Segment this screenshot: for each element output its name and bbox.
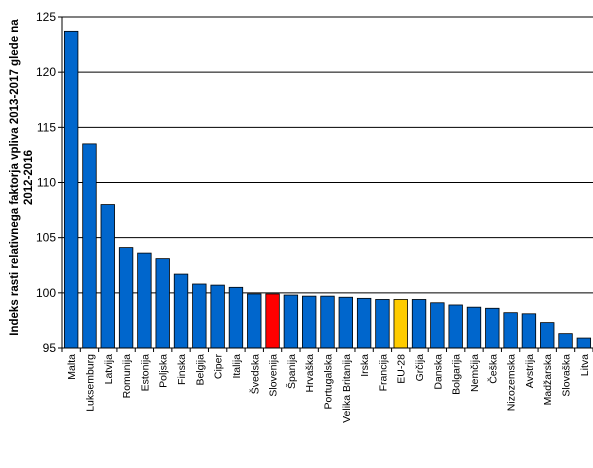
bars [63, 30, 592, 349]
grid-lines [62, 16, 593, 294]
bar-litva [576, 337, 592, 349]
bar-eu-28 [393, 299, 408, 349]
x-tick-label: Danska [432, 354, 444, 390]
x-tick-label: Malta [66, 354, 78, 380]
x-tick-label: Romunija [121, 354, 133, 399]
bar-luksemburg [82, 143, 97, 349]
x-tick-label: Francija [377, 354, 389, 392]
bar-portugalska [320, 295, 335, 349]
x-tick-label: Estonija [139, 354, 151, 392]
y-tick-labels: 95 100 105 110 115 120 125 [36, 10, 56, 355]
x-tick-label: Hrvaška [304, 354, 316, 393]
x-tick-label: Italija [231, 354, 243, 379]
y-tick-label: 95 [43, 341, 57, 355]
x-tick-label: Belgija [194, 354, 206, 386]
bar-finska [173, 273, 189, 349]
bar-ciper [210, 284, 225, 349]
bar-nizozemska [503, 312, 518, 349]
bar-velika-britanija [338, 296, 353, 349]
bar-grčija [411, 299, 427, 349]
bar-bolgarija [448, 304, 463, 349]
bar-španija [283, 294, 299, 349]
bar-madžarska [540, 322, 555, 349]
bar-italija [228, 286, 244, 349]
x-tick-label: Litva [579, 354, 591, 376]
bar-francija [375, 299, 390, 349]
x-tick-label: Finska [176, 354, 188, 385]
y-tick-label: 105 [36, 231, 56, 245]
bar-švedska [247, 293, 262, 349]
y-tick-label: 125 [36, 10, 56, 24]
bar-slovaška [558, 333, 573, 349]
x-tick-label: Švedska [248, 354, 261, 394]
bar-romunija [118, 247, 134, 349]
x-tick-label: Luksemburg [84, 354, 96, 412]
y-tick-label: 100 [36, 286, 56, 300]
bar-danska [430, 302, 445, 349]
x-tick-label: Slovenija [268, 354, 280, 397]
bar-malta [63, 30, 79, 349]
bar-irska [356, 297, 372, 349]
y-tick-label: 120 [36, 65, 56, 79]
x-tick-label: Češka [486, 354, 499, 384]
x-tick-label: Nizozemska [506, 354, 518, 411]
x-tick-label: Grčija [414, 354, 426, 382]
x-tick-label: Slovaška [561, 354, 573, 397]
bar-avstrija [521, 313, 537, 349]
x-tick-label: Avstrija [524, 354, 536, 388]
x-tick-label: Španija [285, 354, 298, 389]
x-tick-label: Poljska [158, 354, 170, 388]
y-axis-label: Indeks rasti relativnega faktorja vpliva… [9, 19, 35, 336]
y-tick-label: 110 [37, 176, 56, 190]
bar-nemčija [466, 306, 482, 349]
bar-belgija [192, 283, 207, 349]
bar-poljska [155, 258, 170, 349]
x-tick-label: Latvija [103, 354, 115, 385]
x-tick-label: Irska [359, 354, 371, 377]
bar-latvija [100, 204, 115, 349]
y-tick-label: 115 [37, 120, 56, 134]
bar-estonija [137, 252, 152, 349]
bar-slovenija [265, 293, 280, 349]
bar-hrvaška [302, 295, 317, 349]
x-tick-label: Ciper [213, 353, 225, 379]
axes [58, 16, 593, 352]
x-tick-labels: Malta Luksemburg Latvija Romunija Estonija Po… [66, 353, 591, 422]
x-tick-label: Nemčija [469, 354, 481, 392]
x-tick-label: EU-28 [396, 354, 408, 384]
x-tick-label: Madžarska [542, 354, 554, 406]
x-tick-label: Bolgarija [451, 354, 463, 395]
x-tick-label: Portugalska [323, 354, 335, 410]
bar-češka [485, 307, 500, 349]
x-tick-label: Velika Britanija [341, 354, 353, 423]
